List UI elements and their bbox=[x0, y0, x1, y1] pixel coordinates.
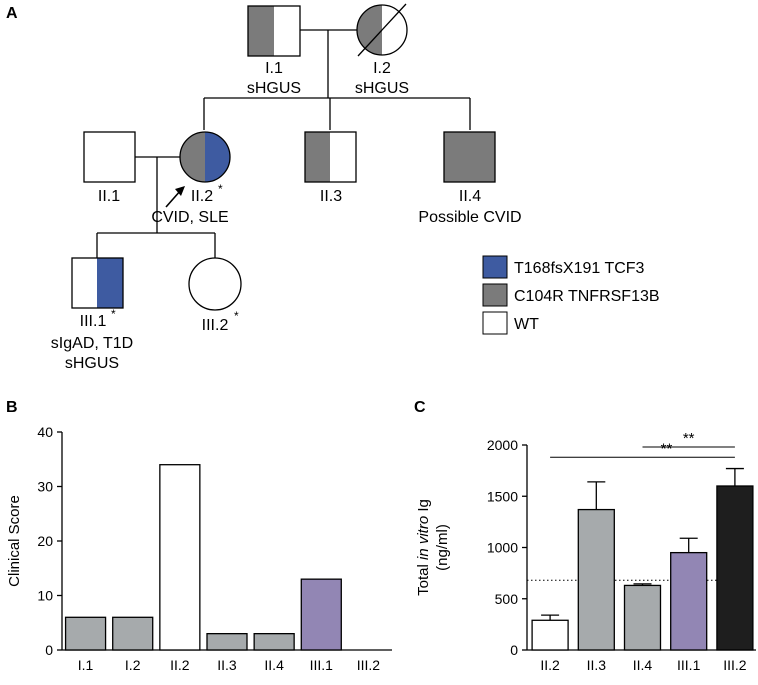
individual-label: I.2 bbox=[373, 60, 391, 77]
phenotype-label: sHGUS bbox=[355, 80, 409, 97]
male-symbol bbox=[83, 131, 136, 183]
individual-label: III.1 bbox=[80, 313, 107, 330]
genotype-legend: T168fsX191 TCF3 C104R TNFRSF13B WT bbox=[482, 255, 660, 335]
bar bbox=[623, 584, 662, 651]
x-tick-label: II.3 bbox=[587, 657, 607, 673]
genotype-fill-gray bbox=[248, 6, 274, 56]
y-axis-title: Clinical Score bbox=[6, 495, 23, 587]
deceased-slash bbox=[357, 3, 407, 57]
male-symbol bbox=[247, 5, 301, 57]
genotype-fill-blue bbox=[97, 258, 123, 308]
x-tick-label: III.1 bbox=[310, 657, 334, 673]
y-axis-title: Total in vitro Ig bbox=[415, 499, 432, 596]
x-tick-label: I.1 bbox=[78, 657, 94, 673]
phenotype-label: sHGUS bbox=[247, 80, 301, 97]
y-tick-label: 500 bbox=[495, 591, 519, 607]
legend-label: T168fsX191 TCF3 bbox=[514, 260, 645, 277]
legend-label: WT bbox=[514, 316, 539, 333]
individual-label: III.2 bbox=[202, 317, 229, 334]
pedigree-individual-I1: I.1 sHGUS bbox=[247, 5, 301, 97]
significance-label: ** bbox=[661, 440, 673, 457]
phenotype-label: Possible CVID bbox=[418, 209, 521, 226]
male-symbol bbox=[71, 257, 124, 309]
legend-label: C104R TNFRSF13B bbox=[514, 288, 660, 305]
individual-label: II.1 bbox=[98, 188, 120, 205]
y-tick-label: 0 bbox=[45, 642, 53, 658]
bar bbox=[159, 464, 201, 651]
genotype-fill-gray bbox=[305, 132, 330, 182]
significance-label: ** bbox=[683, 430, 695, 447]
female-symbol bbox=[179, 131, 231, 183]
pedigree-individual-I2: I.2 sHGUS bbox=[355, 3, 409, 97]
panel-a-letter: A bbox=[6, 5, 18, 22]
genotype-fill-blue bbox=[205, 132, 230, 182]
x-tick-label: II.4 bbox=[264, 657, 284, 673]
y-tick-label: 40 bbox=[37, 424, 53, 440]
bar bbox=[253, 633, 295, 651]
y-tick-label: 20 bbox=[37, 533, 53, 549]
pedigree bbox=[96, 29, 471, 258]
y-tick-label: 10 bbox=[37, 588, 53, 604]
genotype-fill-gray bbox=[180, 132, 205, 182]
pedigree-individual-II4: II.4 Possible CVID bbox=[418, 131, 522, 226]
bar bbox=[716, 485, 754, 651]
x-tick-label: II.3 bbox=[217, 657, 237, 673]
y-tick-label: 0 bbox=[510, 642, 518, 658]
bar bbox=[64, 616, 107, 651]
female-symbol bbox=[188, 257, 242, 311]
pedigree-individual-II3: II.3 bbox=[304, 131, 357, 205]
phenotype-label-2: sHGUS bbox=[65, 355, 119, 372]
individual-label: II.2 bbox=[191, 188, 213, 205]
panel-b-letter: B bbox=[6, 399, 18, 416]
bar bbox=[670, 551, 708, 651]
legend-swatch-gray bbox=[482, 283, 508, 307]
bar bbox=[206, 633, 248, 651]
y-axis-title-part: Ig bbox=[415, 499, 432, 516]
y-tick-label: 1500 bbox=[487, 488, 518, 504]
male-symbol bbox=[304, 131, 357, 183]
individual-label: I.1 bbox=[265, 60, 283, 77]
phenotype-label: CVID, SLE bbox=[151, 209, 228, 226]
x-tick-label: III.1 bbox=[677, 657, 701, 673]
individual-label: II.3 bbox=[320, 188, 342, 205]
male-symbol bbox=[443, 131, 496, 183]
tested-asterisk: * bbox=[234, 309, 239, 323]
legend-swatch-blue bbox=[482, 255, 508, 279]
chart-clinical-score: 0 10 20 30 40 Clinical Score I.1 I.2 II.2 II.3 II.… bbox=[6, 424, 392, 673]
genotype-fill-gray bbox=[357, 5, 382, 55]
tested-asterisk: * bbox=[111, 307, 116, 321]
x-tick-label: III.2 bbox=[357, 657, 381, 673]
x-tick-label: II.2 bbox=[540, 657, 560, 673]
pedigree-individual-III1: III.1 * sIgAD, T1D sHGUS bbox=[51, 257, 133, 372]
proband-arrow-icon bbox=[175, 186, 185, 196]
bar bbox=[112, 616, 154, 651]
individual-label: II.4 bbox=[459, 188, 481, 205]
bar bbox=[577, 508, 615, 651]
pedigree-individual-II1: II.1 bbox=[83, 131, 136, 205]
x-tick-label: II.4 bbox=[633, 657, 653, 673]
legend-swatch-white bbox=[482, 311, 508, 335]
x-tick-label: I.2 bbox=[125, 657, 141, 673]
y-tick-label: 1000 bbox=[487, 540, 518, 556]
y-axis-title-part: Total bbox=[415, 560, 432, 596]
chart-in-vitro-ig: 0 500 1000 1500 2000 Total in vitro Ig(ng/ml)… bbox=[415, 430, 756, 673]
y-axis-unit: (ng/ml) bbox=[434, 524, 451, 571]
phenotype-label: sIgAD, T1D bbox=[51, 335, 133, 352]
bar bbox=[531, 619, 569, 651]
pedigree-individual-III2: III.2 * bbox=[188, 257, 242, 334]
tested-asterisk: * bbox=[218, 182, 223, 196]
y-axis-title-part: in vitro bbox=[415, 516, 432, 560]
x-tick-label: III.2 bbox=[723, 657, 747, 673]
bar bbox=[300, 578, 342, 651]
x-tick-label: II.2 bbox=[170, 657, 190, 673]
pedigree-individual-II2: II.2 * CVID, SLE bbox=[151, 131, 231, 226]
female-symbol bbox=[356, 4, 408, 56]
panel-c-letter: C bbox=[414, 399, 426, 416]
y-tick-label: 2000 bbox=[487, 437, 518, 453]
y-tick-label: 30 bbox=[37, 479, 53, 495]
